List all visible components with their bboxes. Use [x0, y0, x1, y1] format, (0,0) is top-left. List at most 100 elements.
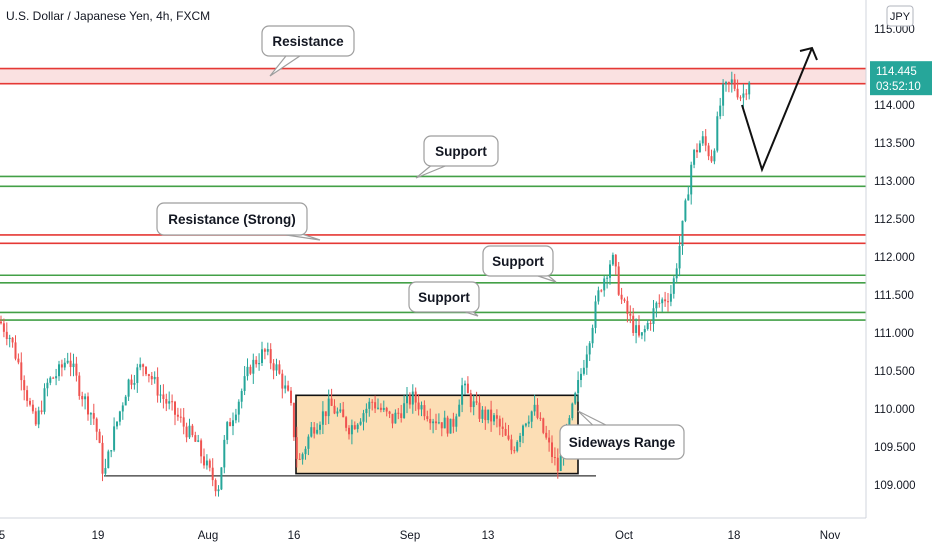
candle-body — [153, 376, 156, 380]
candle-body — [501, 426, 504, 429]
candle-body — [452, 418, 455, 427]
price-axis[interactable]: 115.000114.500114.000113.500113.000112.5… — [865, 0, 932, 550]
candle-body — [681, 220, 684, 246]
candle-body — [446, 417, 449, 434]
candle-body — [588, 343, 591, 355]
candle-body — [246, 366, 249, 377]
candle-body — [49, 377, 52, 383]
candle-body — [632, 315, 635, 333]
candle-body — [220, 467, 223, 490]
candle-body — [377, 407, 379, 409]
candle-body — [617, 266, 620, 295]
candle-body — [545, 432, 548, 438]
candle-body — [716, 116, 719, 151]
candle-body — [156, 376, 159, 396]
candle-body — [725, 82, 727, 85]
candle-body — [191, 425, 194, 436]
candle-body — [290, 390, 292, 403]
price-tick-label: 110.000 — [874, 404, 915, 416]
candle-body — [574, 393, 577, 404]
sideways-range-box — [295, 394, 579, 475]
candle-body — [510, 439, 513, 451]
candle-body — [217, 489, 220, 492]
callout-label: Sideways Range — [569, 435, 676, 450]
candle-body — [127, 379, 130, 397]
candle-body — [292, 402, 295, 438]
candle-body — [365, 408, 368, 414]
candle-body — [136, 367, 139, 384]
candle-body — [321, 411, 324, 425]
candle-body — [214, 480, 217, 492]
candle-body — [359, 421, 362, 425]
candle-body — [310, 427, 313, 437]
callout-support-2: Support — [482, 245, 557, 283]
price-tick-label: 109.500 — [874, 442, 916, 454]
candle-body — [487, 409, 490, 421]
price-tick-label: 113.500 — [874, 138, 915, 150]
candle-body — [675, 268, 678, 279]
price-tick-label: 113.000 — [874, 176, 915, 188]
candle-body — [478, 402, 481, 419]
candle-body — [145, 366, 147, 375]
candle-body — [727, 82, 730, 84]
candle-body — [60, 364, 63, 368]
candle-body — [481, 409, 484, 419]
candle-body — [582, 367, 585, 374]
candle-body — [414, 391, 417, 403]
candle-body — [58, 364, 60, 377]
candle-body — [533, 404, 536, 412]
candle-body — [171, 401, 174, 403]
candle-body — [72, 363, 75, 368]
candle-body — [316, 429, 319, 434]
candle-body — [92, 413, 95, 419]
candle-body — [626, 300, 629, 314]
candle-body — [223, 439, 226, 468]
candle-body — [664, 299, 667, 302]
candle-body — [116, 421, 118, 427]
candle-body — [208, 460, 211, 468]
candle-body — [437, 422, 440, 424]
candle-body — [539, 417, 542, 419]
candle-body — [324, 411, 327, 417]
candle-body — [733, 79, 736, 89]
candle-body — [287, 385, 290, 391]
candle-body — [466, 383, 469, 394]
callout-label: Resistance (Strong) — [168, 212, 296, 227]
candle-body — [252, 359, 255, 374]
time-axis[interactable]: 5 19 Aug 16 Sep 13 Oct 18 Nov — [0, 517, 866, 550]
candle-body — [730, 79, 733, 83]
candle-body — [139, 364, 142, 368]
candle-body — [2, 323, 5, 332]
candle-body — [278, 364, 281, 374]
candle-body — [356, 424, 359, 430]
candle-body — [275, 364, 278, 371]
price-tick-label: 110.500 — [874, 366, 915, 378]
candle-body — [66, 360, 69, 363]
candle-body — [385, 407, 388, 412]
candle-body — [661, 299, 664, 304]
candle-body — [498, 418, 501, 427]
candle-body — [687, 194, 690, 201]
candle-body — [458, 404, 461, 417]
candle-body — [609, 264, 611, 278]
candle-body — [185, 426, 188, 438]
currency-badge[interactable] — [886, 5, 914, 27]
callout-mask — [300, 35, 316, 47]
candle-body — [8, 337, 11, 339]
candle-body — [522, 425, 524, 436]
callout-sideways-range: Sideways Range — [559, 410, 685, 460]
candle-body — [188, 425, 191, 438]
candle-body — [493, 415, 495, 422]
time-tick-label: Aug — [198, 530, 218, 542]
candle-body — [55, 376, 58, 379]
candle-body — [118, 411, 121, 422]
candle-body — [440, 422, 443, 429]
candle-body — [232, 420, 234, 427]
candle-body — [606, 277, 609, 279]
callout-mask — [614, 436, 630, 448]
time-tick-label: 19 — [92, 530, 105, 542]
candle-body — [417, 402, 420, 410]
candle-body — [98, 431, 101, 443]
candle-body — [5, 331, 8, 339]
